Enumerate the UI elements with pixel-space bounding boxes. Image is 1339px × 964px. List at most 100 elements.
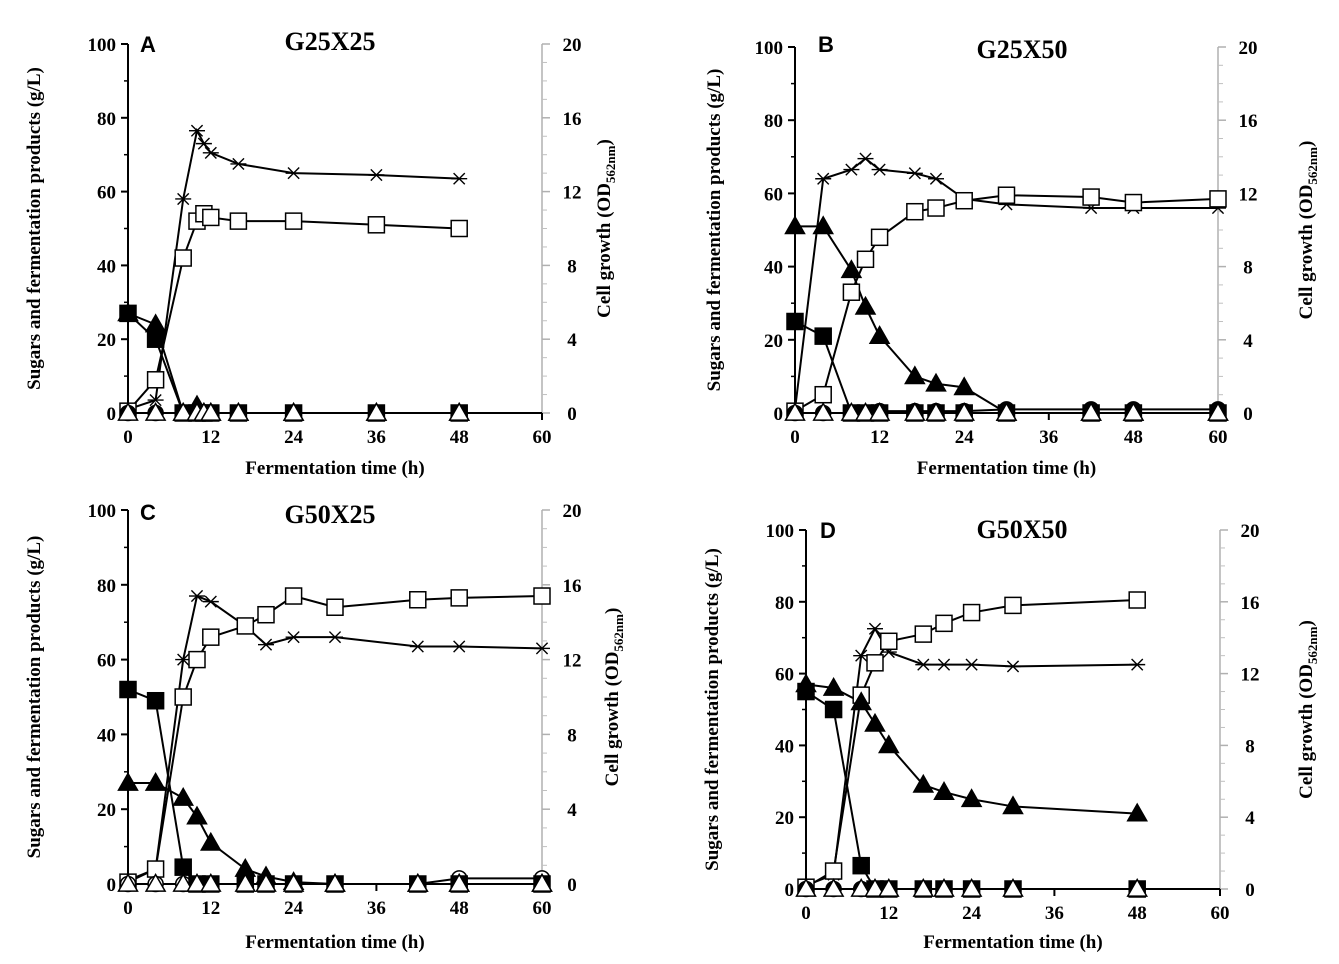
x-tick-label: 48 xyxy=(1128,903,1147,924)
series-line-glucose xyxy=(127,688,542,885)
right-y-tick-label: 16 xyxy=(1241,593,1260,614)
data-point-asterisk xyxy=(175,192,192,206)
data-point-open-triangle xyxy=(117,872,139,892)
left-y-tick-label: 20 xyxy=(764,331,783,352)
data-point-asterisk xyxy=(258,638,274,651)
data-point-filled-triangle xyxy=(850,691,872,711)
panel-letter: B xyxy=(818,32,834,57)
asterisk-stroke xyxy=(1131,658,1144,671)
data-point-open-square xyxy=(935,614,953,633)
data-point-open-square xyxy=(174,688,192,706)
series-markers-residual xyxy=(117,401,470,421)
panel-title: G25X25 xyxy=(285,27,376,56)
data-point-open-square xyxy=(824,862,843,880)
data-point-asterisk xyxy=(1005,660,1021,673)
data-point-asterisk xyxy=(202,146,219,159)
right-y-tick-label: 12 xyxy=(1239,184,1258,205)
data-point-open-triangle xyxy=(1122,401,1145,421)
panel-letter: A xyxy=(140,32,156,57)
asterisk-stroke xyxy=(197,137,210,150)
data-point-asterisk xyxy=(963,658,980,671)
x-tick-label: 24 xyxy=(962,903,982,924)
asterisk-stroke xyxy=(204,146,217,159)
data-point-asterisk xyxy=(906,167,923,180)
data-point-filled-triangle xyxy=(868,325,891,345)
data-point-filled-triangle xyxy=(854,295,877,315)
series-markers-ethanol xyxy=(786,186,1227,420)
right-y-axis-title: Cell growth (OD562nm) xyxy=(594,139,618,318)
data-point-open-triangle xyxy=(925,401,947,421)
data-point-open-triangle xyxy=(822,877,845,897)
data-point-filled-square xyxy=(797,682,815,701)
series-line-cell-growth xyxy=(127,127,460,411)
data-point-filled-triangle xyxy=(144,313,167,333)
asterisk-stroke xyxy=(873,163,886,176)
right-y-tick-label: 20 xyxy=(1241,521,1260,542)
data-point-open-square xyxy=(174,249,192,267)
left-y-axis-title: Sugars and fermentation products (g/L) xyxy=(24,67,45,390)
data-point-asterisk xyxy=(843,163,860,176)
x-tick-label: 60 xyxy=(533,427,552,448)
x-tick-label: 0 xyxy=(123,427,133,448)
series-line-cell-growth xyxy=(805,626,1138,887)
data-point-filled-square xyxy=(146,330,165,348)
asterisk-stroke xyxy=(328,631,342,644)
data-point-asterisk xyxy=(147,393,164,407)
data-point-filled-triangle xyxy=(200,831,222,851)
x-axis-title: Fermentation time (h) xyxy=(245,932,424,953)
data-point-asterisk xyxy=(936,658,952,671)
left-y-axis-title: Sugars and fermentation products (g/L) xyxy=(24,536,45,859)
x-axis-title: Fermentation time (h) xyxy=(917,458,1096,479)
right-y-tick-label: 8 xyxy=(567,256,577,277)
asterisk-stroke xyxy=(453,640,466,653)
data-point-open-square xyxy=(856,250,875,269)
series-markers-cell-growth xyxy=(120,589,550,887)
asterisk-stroke xyxy=(937,658,951,671)
left-y-tick-label: 40 xyxy=(764,258,783,279)
data-point-open-square xyxy=(927,199,945,217)
asterisk-stroke xyxy=(535,642,549,655)
left-y-tick-label: 60 xyxy=(775,665,794,686)
series-line-xylose xyxy=(805,683,1138,815)
asterisk-stroke xyxy=(232,157,245,171)
right-y-tick-label: 20 xyxy=(563,501,582,522)
left-y-tick-label: 0 xyxy=(785,880,795,901)
x-tick-label: 36 xyxy=(1045,903,1064,924)
data-point-filled-triangle xyxy=(840,259,863,279)
asterisk-stroke xyxy=(868,622,882,635)
asterisk-stroke xyxy=(204,595,217,608)
data-point-asterisk xyxy=(368,168,385,182)
left-y-tick-label: 0 xyxy=(774,404,784,425)
left-y-tick-label: 40 xyxy=(97,725,116,746)
data-point-asterisk xyxy=(871,163,888,176)
data-point-filled-square xyxy=(814,327,832,345)
data-point-open-triangle xyxy=(1080,401,1102,421)
data-point-open-triangle xyxy=(960,877,983,897)
left-y-tick-label: 80 xyxy=(97,576,116,597)
data-point-open-square xyxy=(257,605,275,624)
data-point-open-square xyxy=(533,587,551,605)
data-point-open-triangle xyxy=(531,872,553,892)
x-tick-label: 48 xyxy=(450,898,469,919)
x-tick-label: 60 xyxy=(1211,903,1230,924)
data-point-open-triangle xyxy=(448,401,470,421)
data-point-filled-triangle xyxy=(953,376,975,396)
right-y-tick-label: 16 xyxy=(1239,111,1258,132)
data-point-open-square xyxy=(955,191,973,210)
asterisk-stroke xyxy=(190,589,204,603)
right-y-tick-label: 12 xyxy=(1241,665,1260,686)
left-y-tick-label: 100 xyxy=(88,501,117,522)
data-point-filled-square xyxy=(146,691,165,710)
panel-letter: D xyxy=(820,518,836,543)
left-y-tick-label: 40 xyxy=(97,256,116,277)
data-point-filled-square xyxy=(786,312,804,331)
data-point-open-triangle xyxy=(227,401,250,421)
asterisk-stroke xyxy=(411,640,424,653)
x-tick-label: 12 xyxy=(870,427,889,448)
axis-title-text: Cell growth (OD xyxy=(1296,664,1317,799)
data-point-open-triangle xyxy=(365,401,388,421)
data-point-filled-square xyxy=(174,858,192,876)
data-point-open-square xyxy=(866,654,884,672)
data-point-open-square xyxy=(870,228,889,247)
